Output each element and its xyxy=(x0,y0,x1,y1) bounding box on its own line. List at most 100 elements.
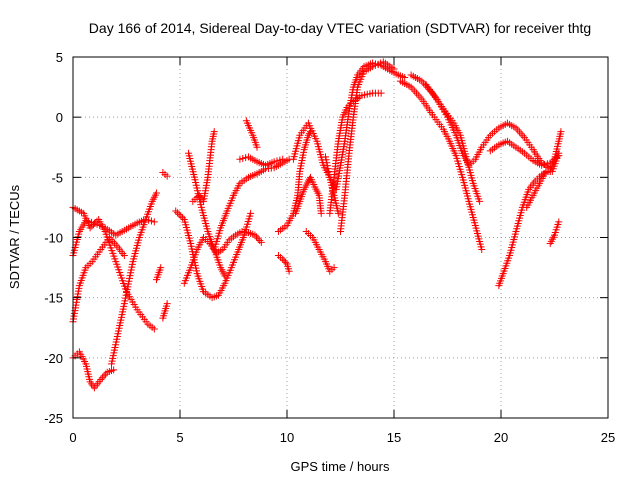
x-tick-label: 5 xyxy=(176,430,183,445)
series-track-x xyxy=(396,77,486,254)
data-point xyxy=(221,272,229,280)
data-point xyxy=(97,375,105,383)
data-point xyxy=(541,160,549,168)
y-tick-label: 0 xyxy=(56,110,63,125)
data-point xyxy=(476,197,484,205)
series-track-b xyxy=(69,234,128,326)
data-point xyxy=(163,172,171,180)
series-track-t xyxy=(302,227,338,275)
data-point xyxy=(147,217,155,225)
series-track-bb xyxy=(495,167,552,290)
chart-title: Day 166 of 2014, Sidereal Day-to-day VTE… xyxy=(89,20,591,36)
data-point xyxy=(120,252,128,260)
data-point xyxy=(519,132,527,140)
y-tick-label: 5 xyxy=(56,50,63,65)
data-point xyxy=(390,65,398,73)
data-point xyxy=(514,126,522,134)
data-point xyxy=(324,165,332,173)
data-point xyxy=(82,217,90,225)
data-point xyxy=(270,158,278,166)
data-point xyxy=(276,156,284,164)
axis-ticks xyxy=(72,56,609,419)
series-track-r xyxy=(274,128,315,235)
data-point xyxy=(253,233,261,241)
y-tick-label: -10 xyxy=(44,231,63,246)
data-point xyxy=(478,246,486,254)
series-track-a xyxy=(69,203,158,333)
series-track-ee xyxy=(546,128,565,175)
data-point xyxy=(322,153,330,161)
data-point xyxy=(557,128,565,136)
x-tick-label: 15 xyxy=(387,430,401,445)
data-point xyxy=(172,207,180,215)
data-points xyxy=(69,58,565,392)
data-point xyxy=(330,264,338,272)
data-point xyxy=(254,235,262,243)
data-point xyxy=(173,209,181,217)
data-point xyxy=(280,257,288,265)
data-point xyxy=(100,372,108,380)
data-point xyxy=(257,238,265,246)
data-point xyxy=(304,131,312,139)
series-track-c xyxy=(69,215,158,260)
data-point xyxy=(239,154,247,162)
data-point xyxy=(279,155,287,163)
data-point xyxy=(279,255,287,263)
series-track-y xyxy=(407,71,484,205)
data-point xyxy=(150,218,158,226)
series-track-w xyxy=(337,58,398,235)
series-track-i xyxy=(172,207,255,302)
y-tick-label: -5 xyxy=(51,170,63,185)
x-tick-label: 20 xyxy=(494,430,508,445)
data-point xyxy=(322,156,330,164)
x-axis-label: GPS time / hours xyxy=(291,459,390,474)
data-point xyxy=(179,214,187,222)
y-tick-label: -20 xyxy=(44,351,63,366)
series-track-m xyxy=(210,155,293,254)
series-track-j xyxy=(180,227,265,287)
data-point xyxy=(253,143,261,151)
data-point xyxy=(377,89,385,97)
series-track-dd xyxy=(546,218,563,248)
x-tick-label: 10 xyxy=(280,430,294,445)
data-point xyxy=(323,159,331,167)
grid-lines xyxy=(73,57,608,418)
data-point xyxy=(273,157,281,165)
series-track-g xyxy=(159,169,171,180)
data-point xyxy=(111,239,119,247)
data-point xyxy=(85,217,93,225)
data-point xyxy=(538,161,546,169)
series-track-l xyxy=(189,128,218,205)
series-track-o xyxy=(242,117,261,151)
data-point xyxy=(152,189,160,197)
data-point xyxy=(285,267,293,275)
series-track-f xyxy=(152,264,165,284)
data-point xyxy=(163,300,171,308)
series-track-e xyxy=(69,348,118,392)
data-point xyxy=(177,212,185,220)
series-track-v xyxy=(326,89,385,217)
data-point xyxy=(110,366,118,374)
data-point xyxy=(282,258,290,266)
x-tick-label: 0 xyxy=(69,430,76,445)
data-point xyxy=(304,177,312,185)
tick-labels: 0 5 10 15 20 25 5 0 -5 -10 -15 -20 -25 xyxy=(44,50,615,445)
data-point xyxy=(150,325,158,333)
series-track-p xyxy=(274,252,293,275)
data-point xyxy=(175,210,183,218)
data-point xyxy=(88,218,96,226)
data-point xyxy=(555,218,563,226)
x-tick-label: 25 xyxy=(601,430,615,445)
data-point xyxy=(515,128,523,136)
y-tick-label: -15 xyxy=(44,291,63,306)
data-point xyxy=(102,370,110,378)
data-point xyxy=(157,264,165,272)
data-point xyxy=(323,162,331,170)
series-track-z xyxy=(422,81,554,173)
data-point xyxy=(401,73,409,81)
data-point xyxy=(334,209,342,217)
data-point xyxy=(86,224,94,232)
data-point xyxy=(247,209,255,217)
data-point xyxy=(325,167,333,175)
